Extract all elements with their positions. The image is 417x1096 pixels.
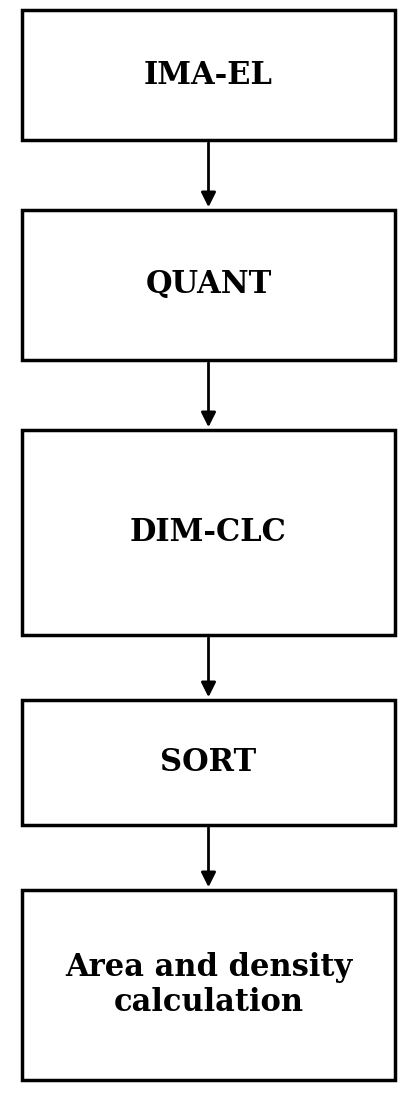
Text: DIM-CLC: DIM-CLC [130, 517, 287, 548]
Text: SORT: SORT [161, 747, 256, 778]
FancyBboxPatch shape [22, 10, 395, 140]
FancyBboxPatch shape [22, 700, 395, 825]
FancyBboxPatch shape [22, 890, 395, 1080]
Text: IMA-EL: IMA-EL [144, 59, 273, 91]
Text: Area and density
calculation: Area and density calculation [65, 951, 352, 1018]
FancyBboxPatch shape [22, 210, 395, 359]
FancyBboxPatch shape [22, 430, 395, 635]
Text: QUANT: QUANT [145, 270, 272, 300]
